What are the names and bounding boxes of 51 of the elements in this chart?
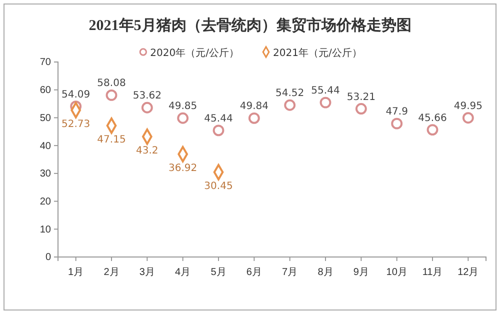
- data-label: 49.85: [168, 101, 198, 112]
- x-tick-label: 9月: [353, 267, 369, 278]
- x-tick-label: 10月: [386, 267, 408, 278]
- data-label: 53.62: [132, 90, 162, 102]
- x-tick-label: 11月: [422, 267, 443, 278]
- point: [426, 124, 438, 136]
- data-label: 45.66: [418, 112, 447, 124]
- x-tick-label: 6月: [246, 267, 262, 278]
- x-tick-label: 3月: [139, 267, 155, 278]
- point: [106, 89, 118, 101]
- data-label: 43.2: [136, 146, 158, 157]
- chart-title: 2021年5月猪肉（去骨统肉）集贸市场价格走势图: [88, 16, 412, 34]
- x-tick-label: 12月: [458, 267, 479, 278]
- y-tick-label: 20: [40, 196, 52, 208]
- point: [355, 103, 367, 114]
- legend-label: 2021年（元/公斤）: [273, 47, 362, 59]
- data-label: 47.15: [97, 134, 126, 146]
- point: [391, 118, 403, 130]
- point: [212, 124, 224, 136]
- y-tick-label: 70: [40, 57, 52, 68]
- point: [248, 112, 260, 124]
- y-tick-label: 60: [40, 85, 52, 96]
- x-tick-label: 1月: [68, 267, 84, 278]
- y-tick-label: 0: [45, 252, 52, 264]
- data-label: 47.9: [386, 106, 408, 118]
- point: [177, 112, 189, 124]
- data-label: 53.21: [346, 92, 376, 103]
- data-label: 30.45: [204, 181, 233, 192]
- data-label: 58.08: [97, 78, 126, 90]
- data-label: 49.95: [454, 100, 482, 112]
- point: [141, 102, 153, 114]
- data-label: 49.84: [240, 101, 268, 112]
- data-label: 54.52: [276, 88, 304, 100]
- point: [284, 99, 296, 111]
- legend-label: 2020年（元/公斤）: [150, 47, 239, 59]
- x-tick-label: 2月: [104, 267, 120, 278]
- data-label: 55.44: [311, 86, 340, 97]
- point: [320, 96, 332, 108]
- data-label: 54.09: [62, 89, 90, 100]
- data-label: 45.44: [204, 113, 233, 124]
- x-tick-label: 7月: [282, 267, 298, 278]
- y-tick-label: 40: [40, 140, 52, 152]
- y-tick-label: 30: [40, 168, 52, 180]
- x-tick-label: 5月: [210, 267, 226, 278]
- x-tick-label: 4月: [175, 267, 191, 278]
- data-label: 52.73: [62, 119, 90, 130]
- x-tick-label: 8月: [318, 267, 334, 278]
- point: [462, 112, 474, 124]
- data-label: 36.92: [168, 163, 198, 174]
- y-tick-label: 50: [40, 112, 52, 124]
- y-tick-label: 10: [40, 224, 52, 236]
